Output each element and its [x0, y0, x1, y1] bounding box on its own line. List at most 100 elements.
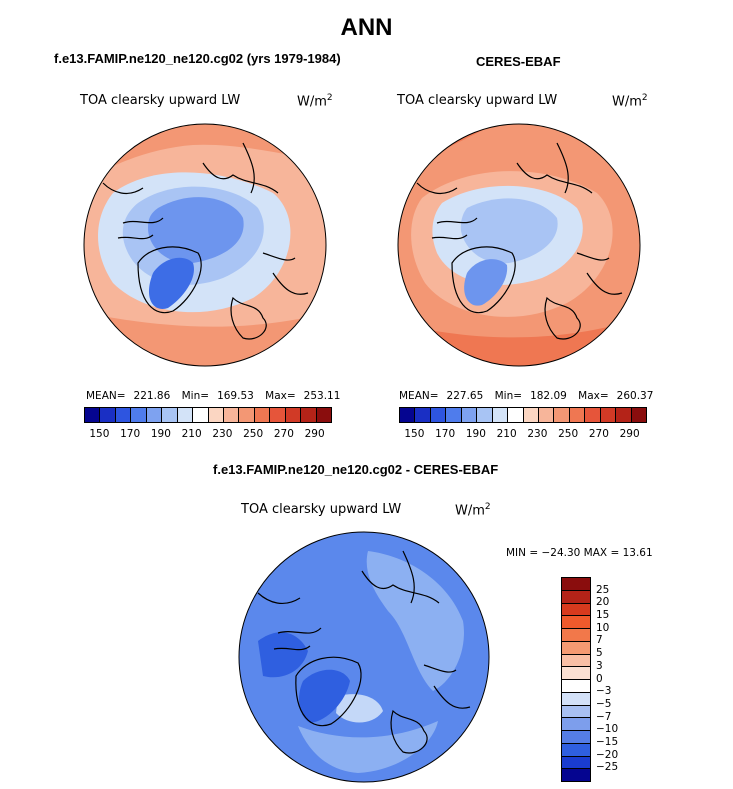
diff-colorbar-box	[562, 718, 590, 731]
diff-colorbar-tick-label: −5	[596, 697, 612, 710]
obs-colorbar-tick-label: 150	[404, 428, 425, 440]
model-colorbar-box	[85, 408, 101, 422]
obs-colorbar-box	[600, 408, 617, 422]
obs-colorbar-tick-label: 250	[558, 428, 579, 440]
diff-colorbar-tick-label: 7	[596, 634, 603, 647]
diff-panel-title: f.e13.FAMIP.ne120_ne120.cg02 - CERES-EBA…	[213, 462, 499, 477]
model-colorbar-box	[100, 408, 116, 422]
obs-colorbar-box	[508, 408, 524, 422]
obs-colorbar-box	[415, 408, 431, 422]
obs-colorbar-tick-label: 190	[465, 428, 486, 440]
obs-colorbar-box	[631, 408, 646, 422]
diff-minmax: MIN = −24.30 MAX = 13.61	[506, 547, 653, 559]
obs-colorbar-box	[569, 408, 586, 422]
model-colorbar-box	[193, 408, 209, 422]
obs-colorbar-box	[585, 408, 601, 422]
diff-colorbar-tick-label: −20	[596, 748, 619, 761]
model-coastlines	[102, 142, 309, 340]
obs-colorbar-box	[446, 408, 462, 422]
obs-colorbar-box	[430, 408, 447, 422]
model-colorbar-box	[239, 408, 255, 422]
diff-colorbar-box	[562, 756, 590, 770]
diff-colorbar-tick-label: −7	[596, 710, 612, 723]
model-colorbar-box	[254, 408, 271, 422]
obs-colorbar-box	[461, 408, 478, 422]
diff-polar-map	[238, 531, 490, 783]
diff-colorbar-tick-label: 20	[596, 596, 610, 609]
obs-colorbar-box	[400, 408, 416, 422]
diff-colorbar-tick-label: −3	[596, 685, 612, 698]
figure-title: ANN	[340, 14, 393, 41]
obs-stats: MEAN= 227.65 Min= 182.09 Max= 260.37	[399, 390, 654, 402]
obs-colorbar-tick-label: 290	[619, 428, 640, 440]
diff-colorbar-box	[562, 705, 590, 719]
obs-greenland-blue	[464, 259, 508, 306]
diff-colorbar-box	[562, 743, 590, 757]
obs-colorbar-box	[554, 408, 570, 422]
diff-dark-patch-west	[258, 632, 308, 678]
obs-colorbar-tick-label: 230	[527, 428, 548, 440]
obs-colorbar-tick-label: 170	[435, 428, 456, 440]
model-colorbar-box	[285, 408, 302, 422]
model-colorbar-tick-label: 290	[304, 428, 325, 440]
obs-colorbar-ticks: 150 170 190 210 230 250 270 290	[399, 428, 645, 442]
diff-coastlines	[257, 550, 471, 754]
model-units-label: W/m2	[297, 93, 333, 110]
model-colorbar-ticks: 150 170 190 210 230 250 270 290	[84, 428, 330, 442]
diff-colorbar-box	[562, 603, 590, 617]
model-colorbar-tick-label: 250	[243, 428, 264, 440]
model-colorbar-box	[223, 408, 240, 422]
obs-colorbar-tick-label: 270	[588, 428, 609, 440]
diff-colorbar-box	[562, 731, 590, 744]
model-greenland-cold	[148, 257, 194, 309]
diff-colorbar-box	[562, 692, 590, 706]
model-colorbar-tick-label: 270	[273, 428, 294, 440]
diff-colorbar-tick-label: −25	[596, 761, 619, 774]
obs-colorbar-box	[477, 408, 493, 422]
obs-coastlines	[416, 142, 623, 340]
diff-colorbar-tick-label: −15	[596, 735, 619, 748]
obs-colorbar-box	[523, 408, 539, 422]
obs-map-border	[397, 123, 641, 367]
model-colorbar-tick-label: 150	[89, 428, 110, 440]
obs-colorbar	[399, 407, 647, 423]
obs-colorbar-box	[492, 408, 509, 422]
diff-colorbar-tick-label: 15	[596, 609, 610, 622]
obs-colorbar-tick-label: 210	[496, 428, 517, 440]
diff-light-patch-south	[298, 721, 438, 773]
diff-colorbar-tick-label: 0	[596, 672, 603, 685]
diff-colorbar-box	[562, 616, 590, 629]
model-colorbar-box	[146, 408, 163, 422]
model-colorbar	[84, 407, 332, 423]
diff-colorbar-box	[562, 654, 590, 668]
model-colorbar-box	[162, 408, 178, 422]
model-map-border	[83, 123, 327, 367]
diff-colorbar-box	[562, 641, 590, 655]
model-colorbar-box	[270, 408, 286, 422]
model-colorbar-box	[131, 408, 147, 422]
diff-greenland-dark	[298, 669, 350, 723]
diff-colorbar-tick-label: 3	[596, 659, 603, 672]
model-colorbar-box	[115, 408, 132, 422]
diff-colorbar-ticks: 25 20 15 10 7 5 3 0 −3 −5 −7 −10 −15 −20 −25	[596, 577, 636, 780]
model-panel-title: f.e13.FAMIP.ne120_ne120.cg02 (yrs 1979-1…	[54, 51, 341, 66]
diff-colorbar-box	[562, 629, 590, 642]
obs-colorbar-box	[538, 408, 555, 422]
diff-variable-label: TOA clearsky upward LW	[241, 502, 402, 517]
model-colorbar-tick-label: 230	[212, 428, 233, 440]
diff-colorbar-box	[562, 680, 590, 693]
diff-pale-patch	[336, 694, 383, 723]
model-stats: MEAN= 221.86 Min= 169.53 Max= 253.11	[86, 390, 341, 402]
model-colorbar-box	[316, 408, 331, 422]
diff-colorbar-tick-label: 5	[596, 647, 603, 660]
diff-colorbar-box	[562, 578, 590, 591]
model-polar-map	[83, 123, 327, 367]
model-variable-label: TOA clearsky upward LW	[80, 93, 241, 108]
model-colorbar-box	[208, 408, 224, 422]
diff-colorbar-box	[562, 590, 590, 604]
obs-units-label: W/m2	[612, 93, 648, 110]
model-colorbar-box	[301, 408, 317, 422]
obs-polar-map	[397, 123, 641, 367]
model-colorbar-tick-label: 170	[120, 428, 141, 440]
obs-panel-title: CERES-EBAF	[476, 54, 561, 69]
